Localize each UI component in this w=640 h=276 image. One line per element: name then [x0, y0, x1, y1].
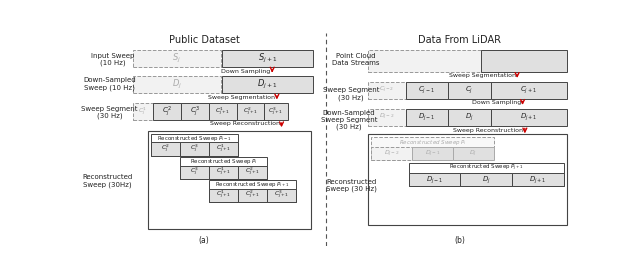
- Bar: [209, 189, 238, 202]
- Bar: [151, 134, 238, 156]
- Text: $C_j^1$: $C_j^1$: [138, 106, 147, 118]
- Text: $C_{j-2}$: $C_{j-2}$: [380, 85, 394, 95]
- Bar: [368, 108, 406, 126]
- Text: $C_j^3$: $C_j^3$: [189, 104, 200, 119]
- Text: $D_j$: $D_j$: [469, 148, 477, 159]
- Bar: [153, 103, 180, 120]
- Text: $D_{j-1}$: $D_{j-1}$: [426, 174, 443, 185]
- Text: $D_{j-2}$: $D_{j-2}$: [379, 112, 395, 122]
- Text: Reconstructed
Sweep (30Hz): Reconstructed Sweep (30Hz): [82, 174, 132, 188]
- Bar: [448, 82, 491, 99]
- Bar: [222, 50, 313, 67]
- Text: Point Cloud
Data Streams: Point Cloud Data Streams: [332, 53, 380, 66]
- Bar: [408, 163, 564, 186]
- Text: Public Dataset: Public Dataset: [168, 35, 239, 45]
- Bar: [453, 147, 494, 160]
- Text: Data From LiDAR: Data From LiDAR: [419, 35, 501, 45]
- Text: (b): (b): [454, 236, 465, 245]
- Text: $C_j$: $C_j$: [465, 84, 474, 96]
- Bar: [209, 142, 238, 156]
- Bar: [238, 189, 267, 202]
- Text: Sweep Segment
(30 Hz): Sweep Segment (30 Hz): [81, 106, 138, 119]
- Text: $S_{j+1}$: $S_{j+1}$: [258, 52, 277, 65]
- Bar: [406, 108, 448, 126]
- Bar: [448, 108, 491, 126]
- Bar: [460, 173, 512, 186]
- Bar: [238, 166, 267, 179]
- Text: Sweep Segmentation: Sweep Segmentation: [208, 94, 275, 100]
- Text: $D_{j+1}$: $D_{j+1}$: [520, 111, 538, 123]
- Bar: [406, 82, 448, 99]
- Text: $C_{j-1}$: $C_{j-1}$: [419, 84, 435, 96]
- Text: Down-Sampled
Sweep Segment
(30 Hz): Down-Sampled Sweep Segment (30 Hz): [321, 110, 377, 130]
- Text: $C_{j+1}^3$: $C_{j+1}^3$: [274, 189, 289, 201]
- Text: $D_{j+1}$: $D_{j+1}$: [257, 78, 278, 91]
- Text: $C_{j+1}^1$: $C_{j+1}^1$: [216, 143, 231, 155]
- Bar: [132, 50, 221, 67]
- Text: $C_j^3$: $C_j^3$: [190, 143, 199, 155]
- Text: $D_j$: $D_j$: [172, 78, 182, 91]
- Text: $C_j^2$: $C_j^2$: [161, 143, 170, 155]
- Bar: [151, 142, 180, 156]
- Bar: [209, 166, 238, 179]
- Text: $C_{j+1}^2$: $C_{j+1}^2$: [245, 189, 260, 201]
- Text: Sweep Segmentation: Sweep Segmentation: [449, 73, 516, 78]
- Bar: [180, 166, 209, 179]
- Bar: [408, 173, 460, 186]
- Text: $C_{j+1}$: $C_{j+1}$: [520, 84, 537, 96]
- Text: $C_{j+1}^2$: $C_{j+1}^2$: [245, 166, 260, 178]
- Bar: [371, 147, 412, 160]
- Text: $D_j$: $D_j$: [465, 111, 474, 123]
- Text: (a): (a): [198, 236, 209, 245]
- Bar: [368, 50, 483, 71]
- Text: $C_{j+1}^2$: $C_{j+1}^2$: [243, 106, 258, 118]
- Text: $C_j^2$: $C_j^2$: [162, 104, 172, 119]
- Bar: [237, 103, 264, 120]
- Text: $C_{j+1}^1$: $C_{j+1}^1$: [215, 106, 230, 118]
- Bar: [264, 103, 288, 120]
- Text: $S_j$: $S_j$: [172, 52, 181, 65]
- Text: Reconstructed Sweep $P_{j+1}$: Reconstructed Sweep $P_{j+1}$: [449, 163, 524, 173]
- Text: Reconstructed Sweep $P_{i-1}$: Reconstructed Sweep $P_{i-1}$: [157, 134, 232, 143]
- Bar: [209, 180, 296, 202]
- Text: Reconstructed Sweep $P_{i+1}$: Reconstructed Sweep $P_{i+1}$: [215, 180, 290, 189]
- Text: Reconstructed
Sweep (30 Hz): Reconstructed Sweep (30 Hz): [326, 179, 377, 192]
- Text: $C_{j+1}^3$: $C_{j+1}^3$: [268, 106, 284, 118]
- Text: $D_{j-2}$: $D_{j-2}$: [384, 148, 399, 159]
- Bar: [512, 173, 564, 186]
- Text: $D_j$: $D_j$: [482, 174, 490, 185]
- Bar: [368, 134, 566, 225]
- Bar: [267, 189, 296, 202]
- Bar: [209, 103, 237, 120]
- Bar: [371, 137, 494, 160]
- Text: Sweep Segment
(30 Hz): Sweep Segment (30 Hz): [323, 87, 380, 101]
- Text: Reconstructed Sweep $P_i$: Reconstructed Sweep $P_i$: [189, 157, 258, 166]
- Text: Down-Sampled
Sweep (10 Hz): Down-Sampled Sweep (10 Hz): [83, 77, 136, 91]
- Bar: [180, 157, 267, 179]
- Bar: [481, 50, 566, 71]
- Text: $D_{j-1}$: $D_{j-1}$: [418, 111, 435, 123]
- Bar: [491, 82, 566, 99]
- Text: $C_{j+1}^1$: $C_{j+1}^1$: [216, 166, 231, 178]
- Bar: [222, 76, 313, 93]
- Bar: [491, 108, 566, 126]
- Bar: [132, 103, 153, 120]
- Bar: [180, 103, 209, 120]
- Text: Input Sweep
(10 Hz): Input Sweep (10 Hz): [91, 52, 134, 66]
- Bar: [412, 147, 453, 160]
- Text: $C_j^3$: $C_j^3$: [190, 166, 199, 178]
- Text: Down Sampling: Down Sampling: [472, 100, 521, 105]
- Text: $D_{j+1}$: $D_{j+1}$: [529, 174, 547, 185]
- Text: Sweep Reconstruction: Sweep Reconstruction: [210, 121, 280, 126]
- Bar: [368, 82, 406, 99]
- Text: $C_{j+1}^1$: $C_{j+1}^1$: [216, 189, 231, 201]
- Text: Down Sampling: Down Sampling: [221, 69, 271, 74]
- Text: $D_{j-1}$: $D_{j-1}$: [425, 148, 440, 159]
- Bar: [132, 76, 221, 93]
- Text: Sweep Reconstruction: Sweep Reconstruction: [453, 128, 524, 133]
- Text: Reconstructed Sweep $P_i$: Reconstructed Sweep $P_i$: [399, 137, 467, 147]
- Bar: [148, 131, 311, 229]
- Bar: [180, 142, 209, 156]
